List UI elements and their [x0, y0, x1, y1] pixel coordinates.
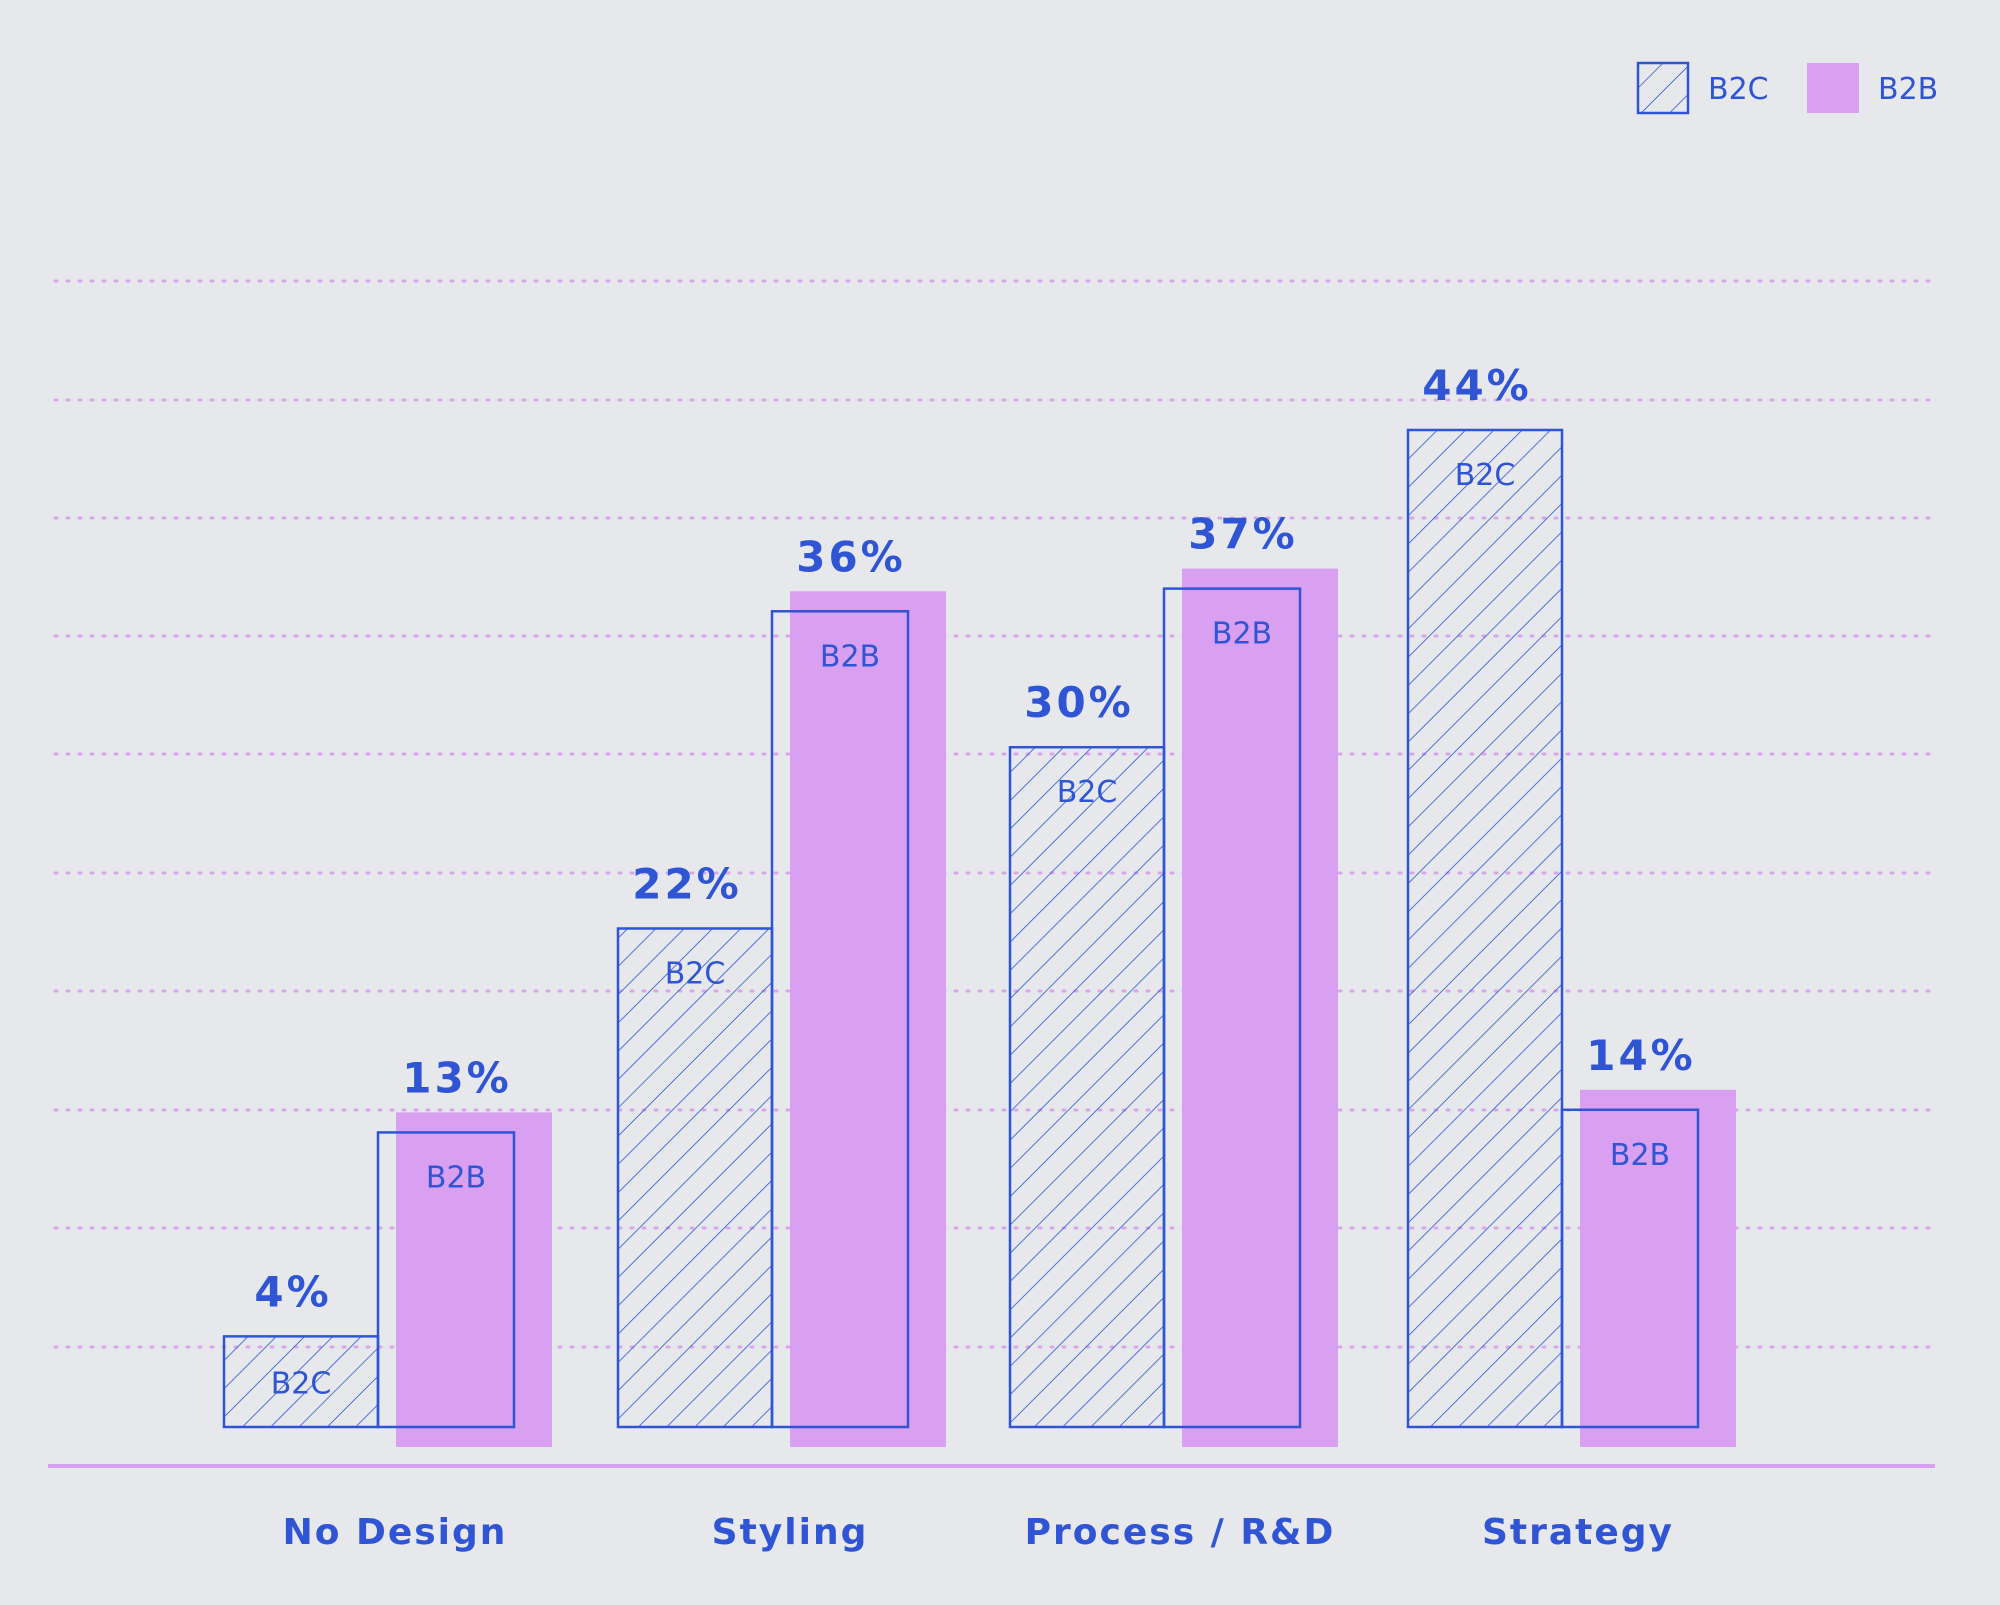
bar-b2b-tag: B2B — [426, 1160, 486, 1195]
bars — [222, 428, 1736, 1447]
value-label-b2c: 4% — [254, 1267, 331, 1316]
bar-b2b-outline — [1560, 1108, 1700, 1429]
bar-b2c — [222, 1335, 380, 1429]
bar-b2c-tag: B2C — [1057, 775, 1118, 810]
bar-b2b-fill — [396, 1112, 552, 1447]
x-tick-label: Strategy — [1482, 1512, 1674, 1553]
value-label-b2c: 44% — [1422, 361, 1532, 410]
value-label-b2c: 30% — [1024, 678, 1134, 727]
x-tick-label: Process / R&D — [1025, 1512, 1336, 1553]
bar-b2b-tag: B2B — [820, 639, 880, 674]
value-label-b2c: 22% — [632, 860, 742, 909]
value-labels: B2C B2B 4% 13% B2C B2B 22% 36% B2C B2B 30% 37% B2C B2… — [254, 361, 1696, 1402]
bar-b2c — [616, 927, 774, 1429]
bar-b2b-outline — [376, 1131, 516, 1429]
bar-b2c-tag: B2C — [1455, 458, 1516, 493]
bar-b2b-fill — [790, 591, 946, 1447]
value-label-b2b: 14% — [1586, 1031, 1696, 1080]
bar-b2c-tag: B2C — [665, 957, 726, 992]
value-label-b2b: 13% — [402, 1053, 512, 1102]
bar-b2b-outline — [770, 610, 910, 1429]
x-tick-label: Styling — [712, 1512, 869, 1553]
legend-b2c-label: B2C — [1708, 72, 1769, 107]
legend-b2b-swatch — [1807, 63, 1859, 113]
legend: B2C B2B — [1636, 61, 1938, 115]
x-axis-labels: No Design Styling Process / R&D Strategy — [283, 1512, 1674, 1553]
legend-b2b-label: B2B — [1878, 72, 1938, 107]
bar-b2c — [1406, 428, 1564, 1429]
bar-b2b-fill — [1580, 1089, 1736, 1447]
legend-b2c-swatch — [1636, 61, 1690, 115]
bar-b2c-tag: B2C — [271, 1367, 332, 1402]
bar-b2b-outline — [1162, 587, 1302, 1429]
bar-b2c — [1008, 745, 1166, 1429]
value-label-b2b: 37% — [1188, 510, 1298, 559]
x-tick-label: No Design — [283, 1512, 508, 1553]
bar-b2b-tag: B2B — [1610, 1138, 1670, 1173]
bar-b2b-fill — [1182, 568, 1338, 1447]
bar-b2b-tag: B2B — [1212, 617, 1272, 652]
value-label-b2b: 36% — [796, 532, 906, 581]
